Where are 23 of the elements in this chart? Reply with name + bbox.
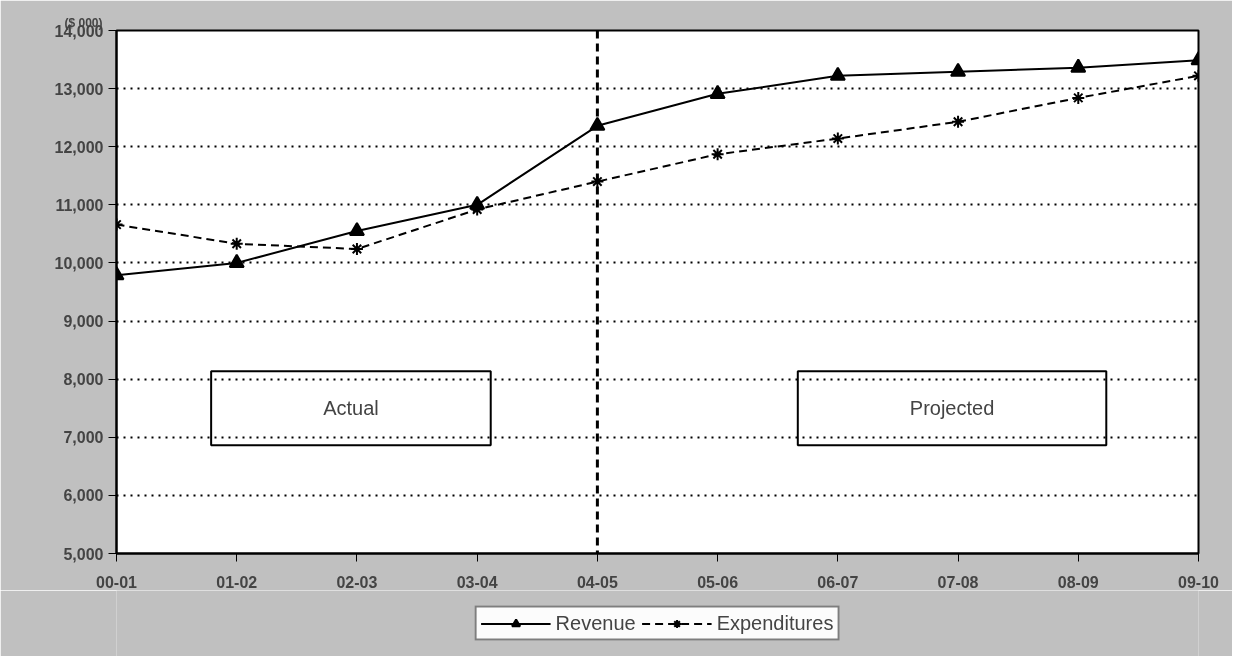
y-tick-label: 6,000 (63, 487, 104, 505)
x-tick-label: 01-02 (216, 573, 258, 591)
x-tick-label: 08-09 (1057, 573, 1099, 591)
x-tick-label: 07-08 (937, 573, 979, 591)
y-tick-label: 13,000 (54, 80, 104, 98)
y-tick-label: 9,000 (63, 313, 104, 331)
y-tick-label: 5,000 (63, 545, 104, 563)
x-tick-label: 06-07 (817, 573, 859, 591)
legend-label: Revenue (555, 611, 636, 635)
annotation: Actual (323, 397, 379, 420)
y-tick-label: 12,000 (54, 138, 104, 156)
y-tick-label: 8,000 (63, 371, 104, 389)
x-tick-label: 03-04 (456, 573, 498, 591)
legend-label: Expenditures (716, 611, 834, 635)
x-tick-label: 05-06 (697, 573, 739, 591)
x-tick-label: 04-05 (576, 573, 618, 591)
y-tick-label: 11,000 (55, 196, 104, 214)
annotation: Projected (909, 397, 995, 420)
y-tick-label: 7,000 (63, 429, 104, 447)
y-tick-label: 10,000 (54, 254, 104, 272)
x-tick-label: 02-03 (336, 573, 378, 591)
x-tick-label: 00-01 (96, 573, 138, 591)
x-tick-label: 09-10 (1178, 573, 1220, 591)
